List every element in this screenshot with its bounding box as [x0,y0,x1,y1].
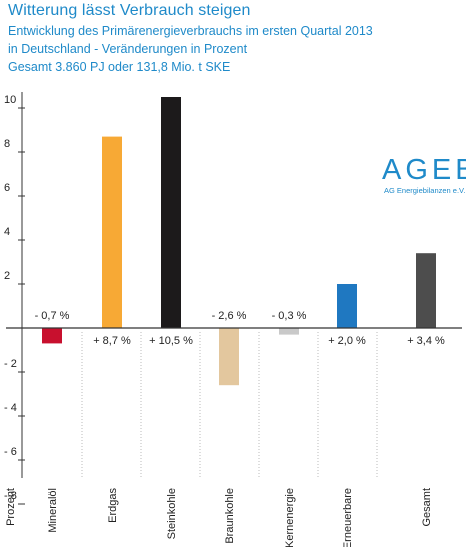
bar-steinkohle [161,97,181,328]
x-category-label: Kernenergie [284,488,296,547]
bar-mineralöl [42,328,62,344]
y-tick-label: - 6 [4,446,17,458]
ageb-logo-subtitle: AG Energiebilanzen e.V. [384,186,466,195]
bar-gesamt [416,253,436,328]
y-tick-label: 4 [4,226,10,238]
data-label: + 3,4 % [407,335,445,347]
data-label: + 2,0 % [328,335,366,347]
bar-erdgas [102,136,122,328]
x-category-label: Erdgas [107,488,119,523]
y-tick-label: 10 [4,94,16,106]
bar-erneuerbare [337,284,357,328]
y-tick-label: - 8 [4,490,17,502]
chart-title: Witterung lässt Verbrauch steigen [8,2,251,19]
x-category-label: Erneuerbare [342,488,354,547]
y-axis-title: Prozent [5,488,17,526]
bar-kernenergie [279,328,299,335]
y-tick-label: - 4 [4,402,17,414]
data-label: - 0,7 % [35,310,70,322]
data-label: + 8,7 % [93,335,131,347]
y-tick-label: - 2 [4,358,17,370]
x-category-label: Gesamt [421,488,433,527]
data-label: + 10,5 % [149,335,193,347]
ageb-logo: AGEB [382,154,466,186]
x-category-label: Mineralöl [47,488,59,533]
chart-subtitle-2: in Deutschland - Veränderungen in Prozen… [8,42,248,56]
data-label: - 0,3 % [272,310,307,322]
y-tick-label: 6 [4,182,10,194]
y-tick-label: 2 [4,270,10,282]
chart-subtitle-1: Entwicklung des Primärenergieverbrauchs … [8,24,373,38]
data-label: - 2,6 % [212,310,247,322]
y-tick-label: 8 [4,138,10,150]
x-category-label: Steinkohle [166,488,178,539]
chart-subtitle-3: Gesamt 3.860 PJ oder 131,8 Mio. t SKE [8,60,231,74]
bar-braunkohle [219,328,239,386]
x-category-label: Braunkohle [224,488,236,544]
